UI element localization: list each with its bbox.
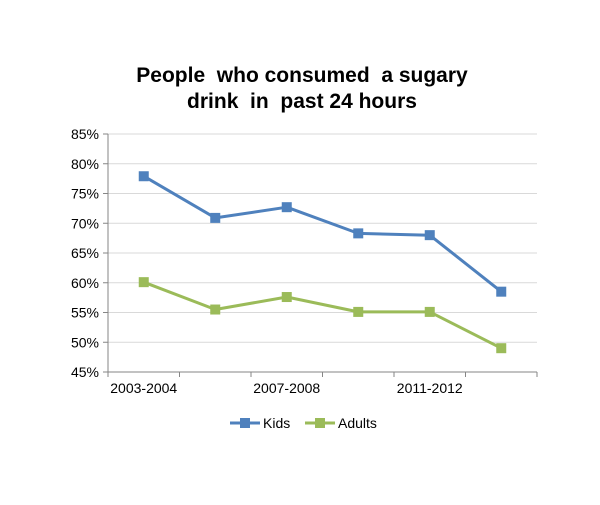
series-line-kids — [143, 174, 503, 293]
point-kids-5 — [496, 286, 507, 297]
point-kids-2 — [281, 202, 292, 213]
y-tick-label-50: 50% — [71, 334, 99, 350]
x-tick-label-2011-2012: 2011-2012 — [397, 380, 463, 396]
point-kids-1 — [210, 212, 221, 223]
point-adults-2 — [281, 292, 292, 303]
y-tick-label-85: 85% — [71, 126, 99, 142]
point-adults-5 — [496, 343, 507, 354]
chart-title-line-1: People who consumed a sugary — [136, 64, 468, 87]
legend-label-kids: Kids — [263, 415, 290, 431]
chart-title-line-2: drink in past 24 hours — [187, 90, 417, 113]
y-tick-label-60: 60% — [71, 275, 99, 291]
y-tick-label-70: 70% — [71, 215, 99, 231]
point-adults-1 — [210, 304, 221, 315]
x-tick-label-2003-2004: 2003-2004 — [110, 380, 177, 396]
y-tick-label-75: 75% — [71, 186, 99, 202]
x-tick-label-2007-2008: 2007-2008 — [253, 380, 320, 396]
series — [138, 171, 507, 354]
point-kids-0 — [138, 171, 149, 182]
series-line-adults — [143, 280, 502, 350]
point-adults-0 — [138, 277, 149, 288]
y-tick-label-55: 55% — [71, 305, 99, 321]
legend-label-adults: Adults — [338, 415, 377, 431]
point-adults-3 — [353, 306, 364, 317]
legend-marker-kids — [240, 418, 250, 428]
axes: 45% 50% 55% 60% 65% 70% 75% 80% 85% 2003-2004 2007… — [71, 126, 538, 396]
y-tick-label-80: 80% — [71, 156, 99, 172]
y-tick-label-65: 65% — [71, 245, 99, 261]
point-adults-4 — [424, 306, 435, 317]
gridlines — [108, 133, 537, 343]
legend: Kids Adults — [230, 415, 377, 431]
point-kids-3 — [353, 228, 364, 239]
point-kids-4 — [424, 230, 435, 241]
legend-marker-adults — [315, 418, 325, 428]
y-tick-label-45: 45% — [71, 364, 99, 380]
